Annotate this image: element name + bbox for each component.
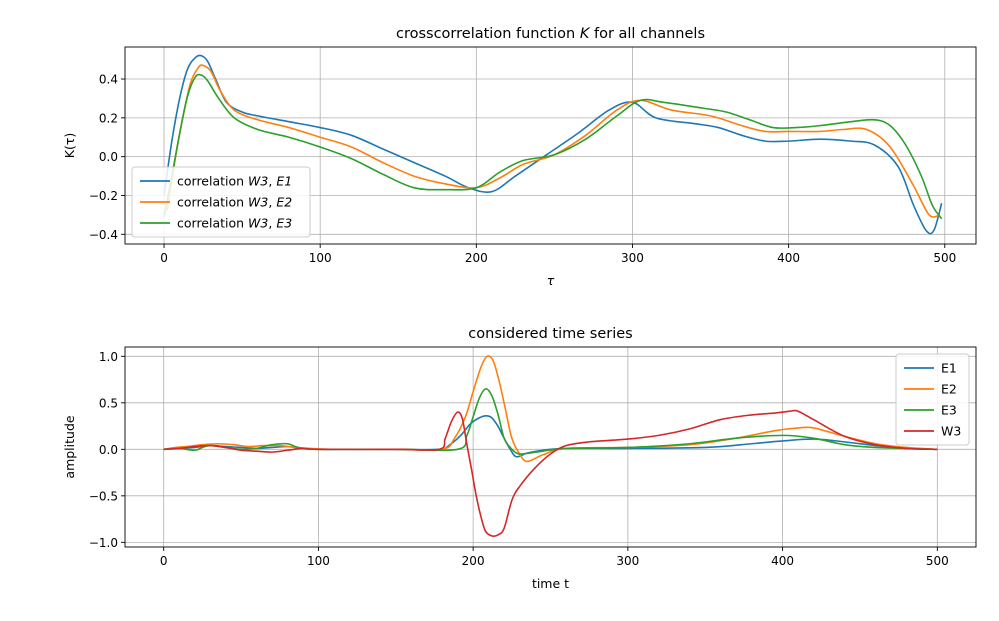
series-line-e3 (163, 388, 938, 455)
y-tick-label: −0.4 (89, 228, 118, 242)
grid-lines (125, 347, 976, 547)
x-tick-label: 100 (307, 554, 330, 568)
series-line-e2 (163, 355, 938, 463)
y-tick-label: 1.0 (99, 350, 118, 364)
x-tick-label: 400 (777, 251, 800, 265)
x-tick-label: 0 (160, 554, 168, 568)
y-tick-label: 0.4 (99, 73, 118, 87)
y-axis-label: K(τ) (62, 133, 77, 158)
legend: correlation W3, E1 correlation W3, E2 corr… (131, 166, 311, 238)
x-tick-label: 300 (616, 554, 639, 568)
legend: E1 E2 E3 W3 (895, 353, 970, 446)
y-axis-label: amplitude (62, 415, 77, 478)
legend-label-e1: E1 (941, 361, 957, 376)
x-tick-label: 500 (926, 554, 949, 568)
y-tick-label: 0.0 (99, 150, 118, 164)
time-series-axes: 0 100 200 300 400 500 −1.0 −0.5 0.0 0.5 1.0 consid… (62, 326, 977, 591)
legend-label-w3: W3 (941, 424, 961, 439)
y-tick-label: −1.0 (89, 536, 118, 550)
axes-frame (124, 46, 977, 245)
x-axis-label: time t (532, 576, 569, 591)
legend-label-e2: correlation W3, E2 (177, 195, 292, 210)
x-tick-label: 200 (462, 554, 485, 568)
x-tick-label: 100 (309, 251, 332, 265)
x-tick-label: 500 (933, 251, 956, 265)
legend-label-e3: E3 (941, 403, 957, 418)
y-tick-label: 0.5 (99, 396, 118, 410)
legend-box (131, 166, 311, 238)
x-tick-label: 300 (621, 251, 644, 265)
legend-label-e3: correlation W3, E3 (177, 216, 292, 231)
series-lines (163, 355, 938, 537)
x-tick-label: 0 (160, 251, 168, 265)
y-tick-label: 0.0 (99, 443, 118, 457)
chart-title: crosscorrelation function K for all chan… (396, 26, 705, 42)
y-tick-label: −0.5 (89, 489, 118, 503)
x-tick-label: 200 (465, 251, 488, 265)
axes-frame (124, 346, 977, 548)
series-line-w3 (163, 409, 938, 537)
series-line-e2 (166, 64, 941, 218)
chart-title: considered time series (468, 326, 632, 342)
series-lines (163, 54, 943, 235)
legend-label-e1: correlation W3, E1 (177, 174, 292, 189)
tick-labels: 0 100 200 300 400 500 −0.4 −0.2 0.0 0.2 0.4 (89, 73, 956, 265)
legend-label-e2: E2 (941, 382, 957, 397)
legend-box (895, 353, 970, 446)
y-tick-label: −0.2 (89, 189, 118, 203)
series-line-e1 (163, 54, 943, 235)
x-axis-label: τ (547, 273, 555, 288)
tick-labels: 0 100 200 300 400 500 −1.0 −0.5 0.0 0.5 1.0 (89, 350, 949, 568)
x-tick-label: 400 (771, 554, 794, 568)
crosscorrelation-axes: 0 100 200 300 400 500 −0.4 −0.2 0.0 0.2 0.4 crossc… (62, 26, 977, 288)
y-tick-label: 0.2 (99, 111, 118, 125)
series-line-e3 (163, 73, 943, 220)
